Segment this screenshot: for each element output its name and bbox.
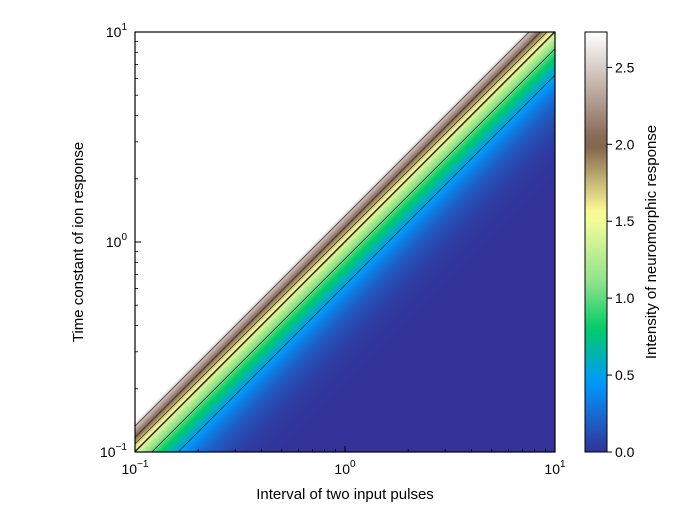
x-tick-label: 100 [334, 459, 356, 477]
colorbar-tick-label: 1.0 [615, 290, 635, 306]
contour-line [135, 32, 555, 452]
colorbar: 0.0 0.5 1.0 1.5 2.0 2.5 Intensity of neuromor… [584, 31, 660, 460]
colorbar-label: Intensity of neuromorphic response [643, 125, 660, 359]
plot-area [134, 31, 556, 453]
x-axis: 10−1 100 101 [122, 446, 566, 477]
contour-line [135, 32, 530, 427]
y-tick-label: 100 [106, 232, 128, 250]
x-tick-label: 101 [544, 459, 566, 477]
y-tick-label: 101 [106, 22, 128, 40]
y-axis-title: Time constant of ion response [70, 142, 87, 342]
colorbar-ticks: 0.0 0.5 1.0 1.5 2.0 2.5 [607, 59, 635, 460]
contour-lines [135, 32, 555, 452]
y-tick-label: 10−1 [100, 442, 127, 460]
colorbar-gradient [584, 31, 608, 453]
colorbar-tick-label: 0.5 [615, 367, 635, 383]
contour-line [135, 32, 542, 438]
colorbar-tick-label: 0.0 [615, 444, 635, 460]
contour-line [135, 32, 555, 452]
colorbar-tick-label: 2.5 [615, 59, 635, 75]
contour-line [151, 48, 555, 452]
contour-line [177, 74, 555, 452]
x-tick-label: 10−1 [122, 459, 149, 477]
colorbar-tick-label: 2.0 [615, 136, 635, 152]
y-axis: 10−1 100 101 [100, 22, 141, 460]
colorbar-tick-label: 1.5 [615, 213, 635, 229]
contour-line [135, 32, 548, 445]
x-axis-title: Interval of two input pulses [256, 486, 434, 503]
